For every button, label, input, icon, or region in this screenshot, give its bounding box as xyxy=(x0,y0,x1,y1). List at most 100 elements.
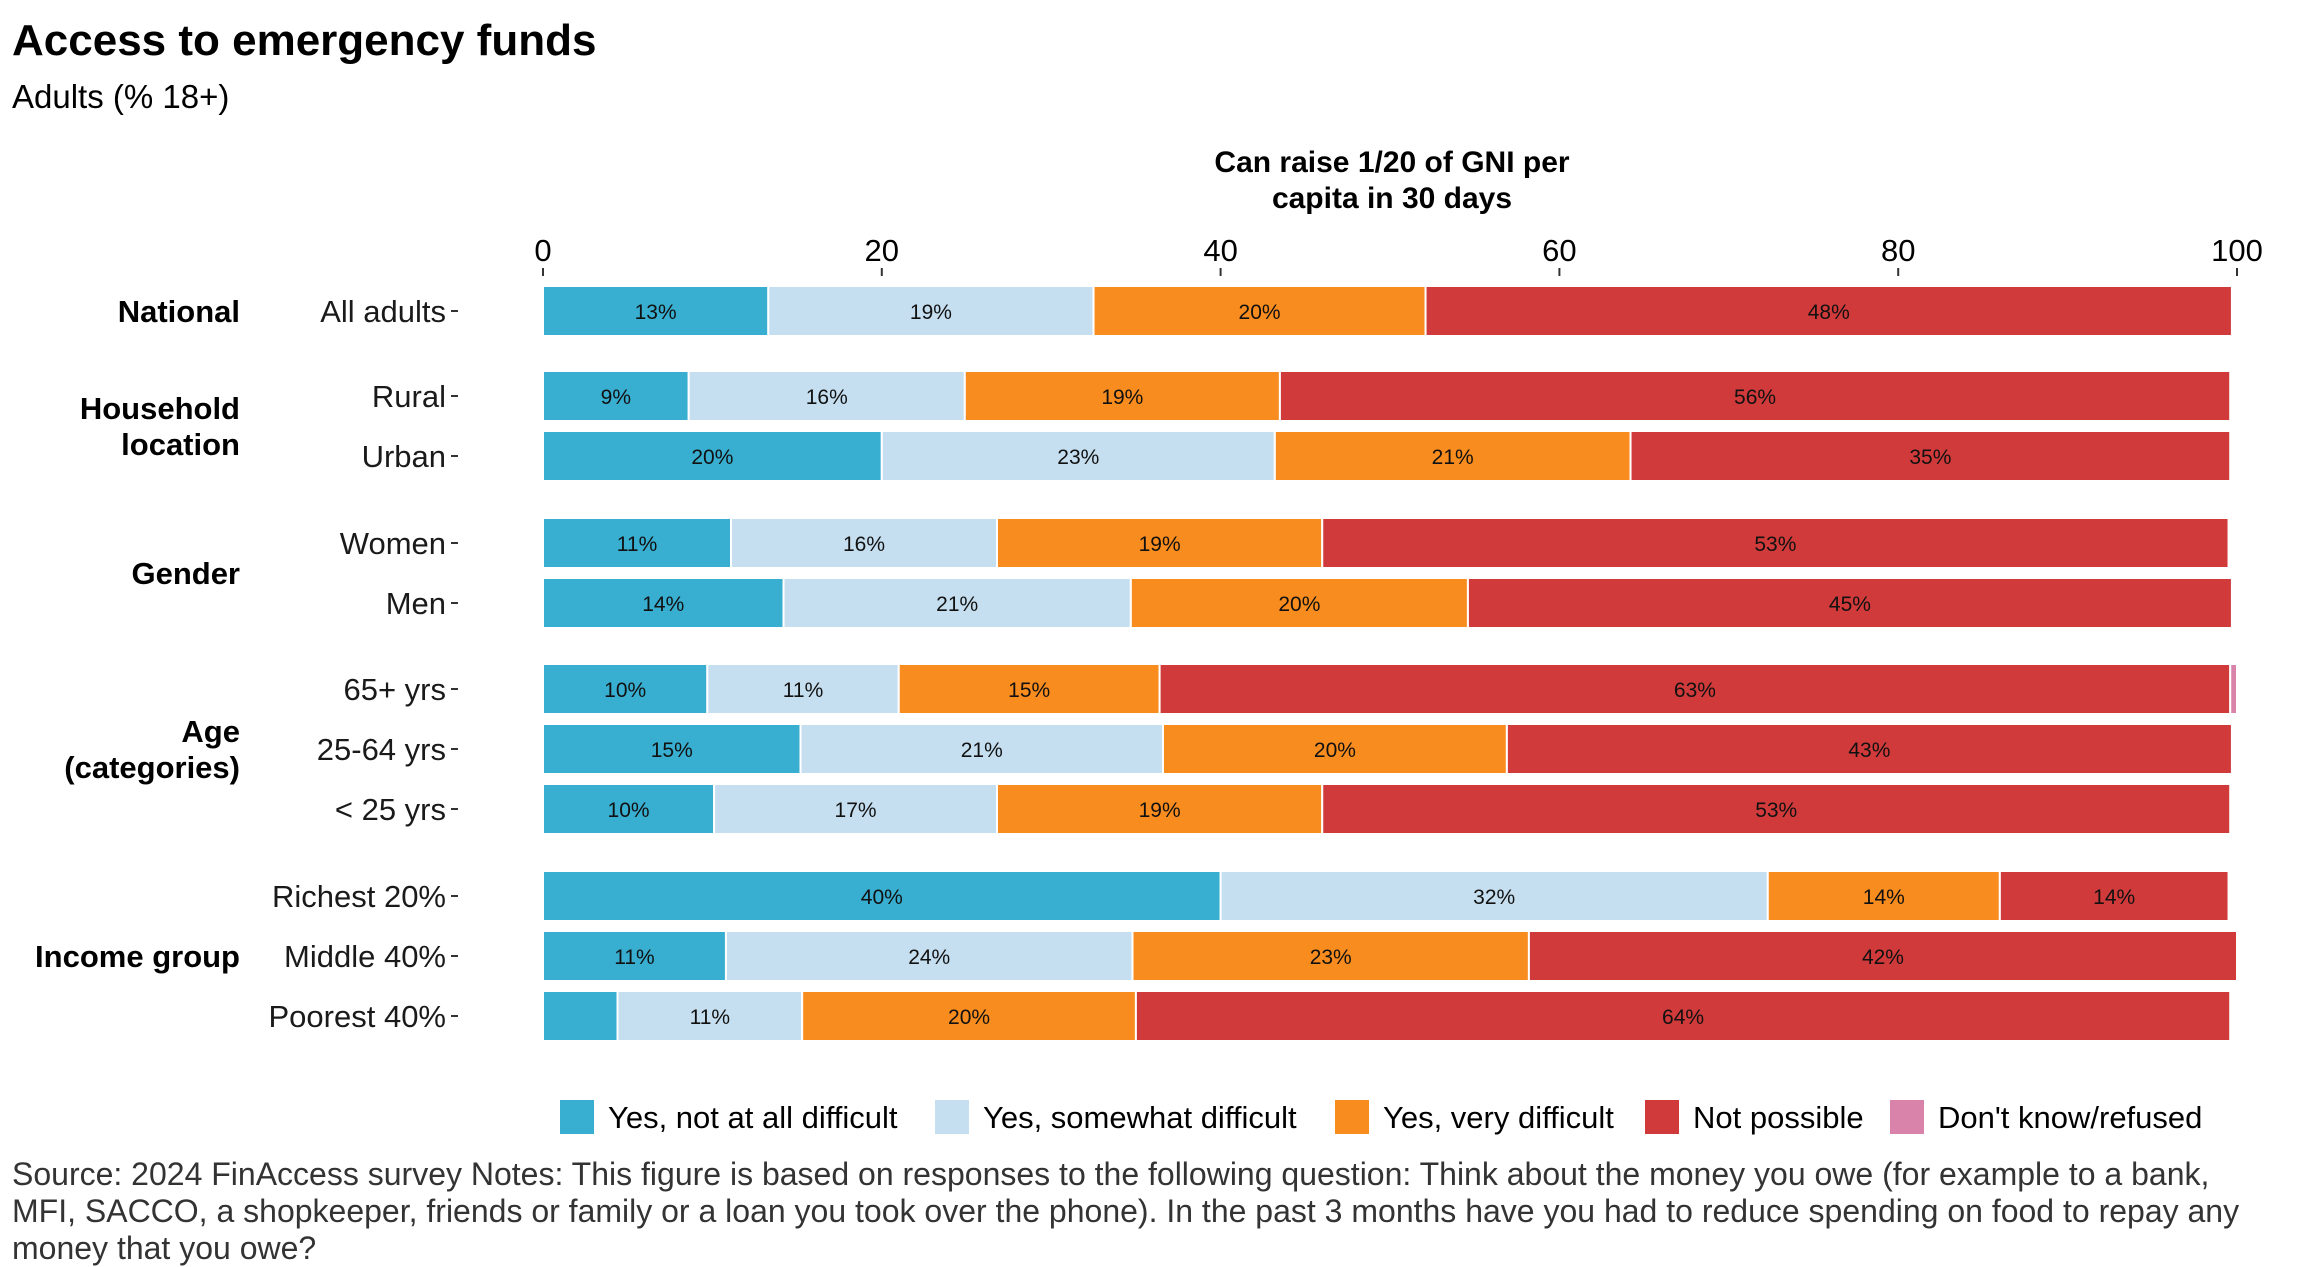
bar-segment xyxy=(1129,577,1469,629)
data-label: 19% xyxy=(1101,386,1143,409)
data-label: 20% xyxy=(1314,739,1356,762)
data-label: 63% xyxy=(1674,679,1716,702)
data-label: 10% xyxy=(604,679,646,702)
x-tick-label: 100 xyxy=(2211,233,2263,268)
data-label: 56% xyxy=(1734,386,1776,409)
data-label: 16% xyxy=(843,533,885,556)
group-label: Gender xyxy=(131,556,240,591)
data-label: 20% xyxy=(691,446,733,469)
bar-segment xyxy=(1527,930,2238,982)
data-label: 42% xyxy=(1862,946,1904,969)
bar-segment xyxy=(963,370,1281,422)
bar-segment xyxy=(897,663,1161,715)
data-label: 21% xyxy=(961,739,1003,762)
axis-title: capita in 30 days xyxy=(1272,182,1512,215)
bar-segment xyxy=(1505,723,2233,775)
legend-label: Don't know/refused xyxy=(1938,1100,2202,1135)
row-label: Rural xyxy=(372,379,446,414)
bar-segment xyxy=(1629,430,2232,482)
data-label: 19% xyxy=(1139,533,1181,556)
bar-segment xyxy=(1321,783,2232,835)
group-label: Household xyxy=(80,391,240,426)
data-label: 32% xyxy=(1473,886,1515,909)
bar-segment xyxy=(801,990,1137,1042)
data-label: 20% xyxy=(948,1006,990,1029)
row-label: All adults xyxy=(320,294,446,329)
group-label: National xyxy=(118,294,240,329)
row-label: Poorest 40% xyxy=(269,999,447,1034)
row-label: Men xyxy=(386,586,446,621)
data-label: 16% xyxy=(806,386,848,409)
legend-swatch xyxy=(1890,1100,1924,1134)
data-label: 13% xyxy=(635,301,677,324)
bar-segment xyxy=(730,517,998,569)
data-label: 23% xyxy=(1310,946,1352,969)
row-label: 65+ yrs xyxy=(343,672,446,707)
data-label: 21% xyxy=(936,593,978,616)
bar-segment xyxy=(1998,870,2230,922)
data-label: 19% xyxy=(910,301,952,324)
bar-segment xyxy=(1321,517,2230,569)
data-label: 9% xyxy=(601,386,631,409)
bar-segment xyxy=(542,430,883,482)
bar-segment xyxy=(799,723,1165,775)
group-label: Age xyxy=(181,714,240,749)
legend-swatch xyxy=(560,1100,594,1134)
bar-segment xyxy=(542,723,802,775)
data-label: 11% xyxy=(614,946,654,969)
data-label: 43% xyxy=(1848,739,1890,762)
group-label: (categories) xyxy=(64,750,240,785)
row-label: Richest 20% xyxy=(272,879,446,914)
bar-segment xyxy=(1158,663,2232,715)
data-label: 24% xyxy=(908,946,950,969)
legend-swatch xyxy=(935,1100,969,1134)
row-label: Urban xyxy=(362,439,446,474)
data-label: 14% xyxy=(1863,886,1905,909)
legend-swatch xyxy=(1335,1100,1369,1134)
bar-segment xyxy=(542,930,727,982)
data-label: 53% xyxy=(1755,799,1797,822)
data-label: 20% xyxy=(1239,301,1281,324)
chart-title: Access to emergency funds xyxy=(12,16,597,65)
data-label: 17% xyxy=(835,799,877,822)
data-label: 11% xyxy=(617,533,657,556)
bar-segment xyxy=(1466,577,2233,629)
row-label: 25-64 yrs xyxy=(317,732,446,767)
bar-segment xyxy=(687,370,966,422)
bar-segment xyxy=(995,783,1324,835)
data-label: 45% xyxy=(1829,593,1871,616)
source-note: Source: 2024 FinAccess survey Notes: Thi… xyxy=(12,1156,2240,1266)
bar-segment xyxy=(542,577,785,629)
bar-segment xyxy=(1092,285,1427,337)
bar-segment xyxy=(542,990,619,1042)
bar-segment xyxy=(1131,930,1530,982)
bar-segment xyxy=(1162,723,1508,775)
group-label: location xyxy=(121,427,240,462)
bar-segment xyxy=(1273,430,1632,482)
data-label: 48% xyxy=(1808,301,1850,324)
legend-label: Not possible xyxy=(1693,1100,1864,1135)
x-tick-label: 60 xyxy=(1542,233,1576,268)
data-label: 53% xyxy=(1754,533,1796,556)
data-label: 15% xyxy=(1008,679,1050,702)
data-label: 20% xyxy=(1278,593,1320,616)
data-label: 35% xyxy=(1909,446,1951,469)
data-label: 19% xyxy=(1139,799,1181,822)
legend-label: Yes, very difficult xyxy=(1383,1100,1614,1135)
bar-segment xyxy=(542,783,716,835)
bar-segment xyxy=(782,577,1132,629)
data-label: 11% xyxy=(783,679,823,702)
x-tick-label: 20 xyxy=(865,233,899,268)
bar-segment xyxy=(1278,370,2232,422)
row-label: < 25 yrs xyxy=(335,792,446,827)
group-label: Income group xyxy=(35,939,240,974)
data-label: 21% xyxy=(1432,446,1474,469)
data-label: 11% xyxy=(690,1006,730,1029)
bar-segment xyxy=(542,663,709,715)
bar-segment xyxy=(706,663,900,715)
bar-segment xyxy=(616,990,804,1042)
axis-title: Can raise 1/20 of GNI per xyxy=(1214,146,1569,179)
x-tick-label: 0 xyxy=(534,233,551,268)
legend-swatch xyxy=(1645,1100,1679,1134)
